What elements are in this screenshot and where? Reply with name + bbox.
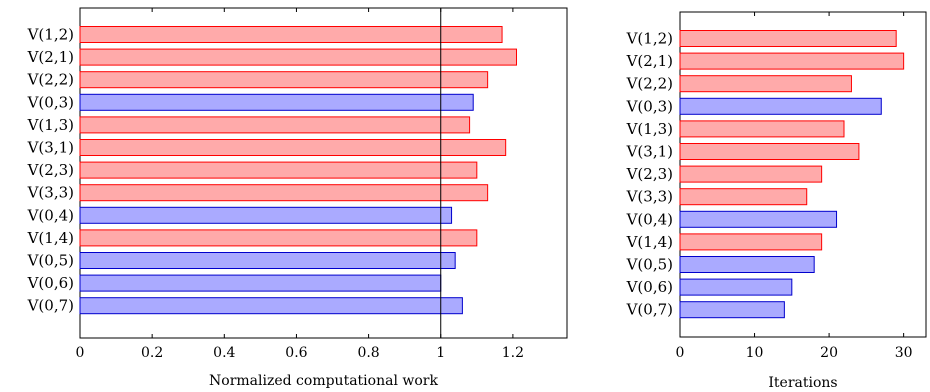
chart1-category-label: V(0,3) xyxy=(27,93,74,111)
chart1-bar xyxy=(79,71,489,89)
chart1-tick-label: 0 xyxy=(76,345,85,361)
chart2-category-label: V(1,2) xyxy=(626,30,673,48)
chart2-category-label: V(1,4) xyxy=(626,233,673,251)
chart2-bar xyxy=(679,75,852,93)
chart2-category-label: V(1,3) xyxy=(626,120,673,138)
chart2-bar xyxy=(679,52,905,70)
chart2-bar xyxy=(679,233,823,251)
chart1-tick-label: 0.4 xyxy=(213,345,235,361)
chart1-category-label: V(0,4) xyxy=(27,206,74,224)
chart1-tick-label: 1.2 xyxy=(502,345,524,361)
chart1-category-label: V(3,3) xyxy=(27,184,74,202)
chart2-category-label: V(3,3) xyxy=(626,188,673,206)
chart2-x-axis-label: Iterations xyxy=(768,375,837,391)
chart1-category-label: V(2,1) xyxy=(27,48,74,66)
chart1-bar xyxy=(79,297,463,315)
chart1-category-label: V(3,1) xyxy=(27,139,74,157)
chart1-bar xyxy=(79,274,442,292)
chart1-x-axis-label: Normalized computational work xyxy=(209,373,438,389)
chart1-bar xyxy=(79,184,489,202)
chart1-category-label: V(1,4) xyxy=(27,229,74,247)
chart2-category-label: V(0,5) xyxy=(626,256,673,274)
chart2-category-label: V(0,7) xyxy=(626,301,673,319)
chart2-category-label: V(2,3) xyxy=(626,165,673,183)
chart2-bar xyxy=(679,120,845,138)
chart1-bar xyxy=(79,206,453,224)
chart2-tick-label: 20 xyxy=(820,345,838,361)
chart1-tick-label: 0.2 xyxy=(141,345,163,361)
chart2-category-label: V(0,4) xyxy=(626,210,673,228)
chart2-bar xyxy=(679,301,785,319)
chart1-bar xyxy=(79,48,517,66)
chart1-tick-label: 1 xyxy=(436,345,445,361)
chart2-tick-label: 30 xyxy=(895,345,913,361)
chart1-bar xyxy=(79,26,503,43)
chart1-tick-label: 0.6 xyxy=(285,345,307,361)
chart2-bar xyxy=(679,30,897,47)
chart2-bar xyxy=(679,165,823,183)
chart2-category-label: V(2,2) xyxy=(626,75,673,93)
chart1-bar xyxy=(79,93,474,111)
chart2-tick-label: 0 xyxy=(676,345,685,361)
chart2-bar xyxy=(679,256,815,273)
chart2-bar xyxy=(679,210,838,228)
chart1-category-label: V(2,3) xyxy=(27,161,74,179)
chart1-bar xyxy=(79,116,471,134)
chart1-bar xyxy=(79,229,478,247)
chart1-category-label: V(2,2) xyxy=(27,71,74,89)
chart1-bar xyxy=(79,252,456,269)
chart1-category-label: V(0,5) xyxy=(27,252,74,270)
chart2-category-label: V(0,6) xyxy=(626,278,673,296)
chart1-bar xyxy=(79,161,478,179)
chart2-bar xyxy=(679,278,793,296)
chart1-category-label: V(1,3) xyxy=(27,116,74,134)
chart2-bar xyxy=(679,143,860,160)
chart1-category-label: V(0,7) xyxy=(27,297,74,315)
chart1-bar xyxy=(79,139,507,156)
chart2-tick-label: 10 xyxy=(746,345,764,361)
chart2-category-label: V(0,3) xyxy=(626,97,673,115)
chart2-category-label: V(2,1) xyxy=(626,52,673,70)
chart2-bar xyxy=(679,188,808,206)
chart2-category-label: V(3,1) xyxy=(626,143,673,161)
chart1-category-label: V(1,2) xyxy=(27,26,74,44)
chart1-tick-label: 0.8 xyxy=(357,345,379,361)
chart2-bar xyxy=(679,97,882,115)
chart1-category-label: V(0,6) xyxy=(27,274,74,292)
